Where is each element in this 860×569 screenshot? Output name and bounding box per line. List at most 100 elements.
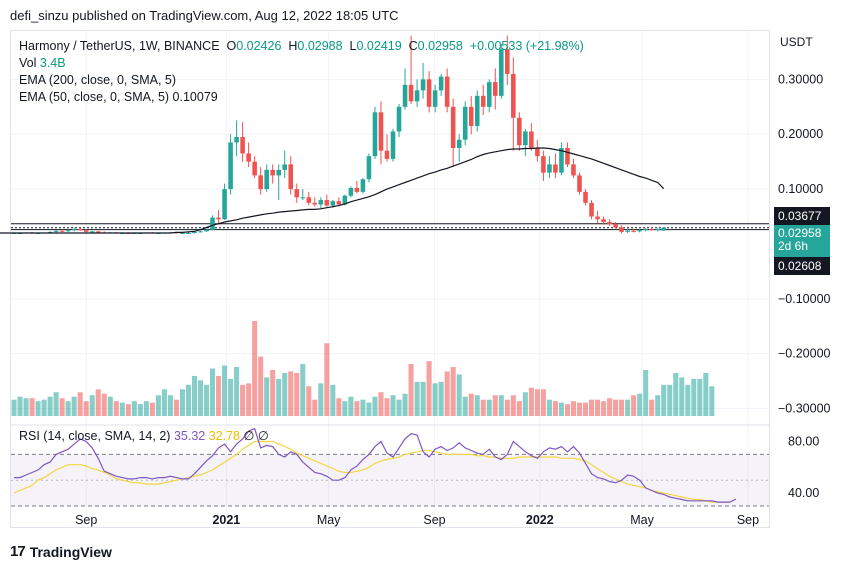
- candle-body: [264, 169, 269, 190]
- volume-bar: [582, 402, 589, 416]
- volume-bar: [11, 399, 17, 416]
- volume-bars: [11, 321, 715, 416]
- time-tick-label: May: [630, 513, 654, 527]
- candle-body: [420, 79, 426, 91]
- change-value: +0.00533 (+21.98%): [469, 39, 584, 53]
- volume-bar: [595, 399, 601, 416]
- volume-bar: [318, 383, 324, 416]
- volume-bar: [197, 380, 204, 416]
- candle-body: [541, 156, 546, 173]
- candle-body: [246, 153, 251, 162]
- volume-bar: [59, 398, 65, 416]
- volume-bar: [558, 402, 564, 416]
- volume-bar: [709, 386, 715, 416]
- candle-body: [637, 230, 642, 232]
- candle-body: [306, 197, 312, 203]
- rsi-value: 35.32: [173, 429, 206, 443]
- candle-body: [643, 229, 648, 231]
- volume-bar: [210, 368, 216, 416]
- candle-body: [505, 49, 510, 74]
- candle-body: [432, 90, 438, 107]
- rsi-line: [14, 427, 737, 503]
- rsi-legend: RSI (14, close, SMA, 14, 2) 35.32 32.78 …: [19, 428, 269, 443]
- candle-body: [390, 131, 396, 159]
- time-tick-label: May: [317, 513, 341, 527]
- candle-body: [661, 227, 667, 231]
- volume-bar: [252, 321, 258, 416]
- candle-body: [499, 49, 504, 96]
- candle-body: [571, 164, 576, 176]
- symbol-label: Harmony / TetherUS, 1W, BINANCE: [19, 39, 220, 53]
- footer: 17 TradingView: [10, 543, 112, 560]
- candle-body: [234, 136, 239, 143]
- open-label: O: [226, 39, 237, 53]
- candle-body: [288, 164, 294, 190]
- candle-body: [312, 202, 318, 205]
- ema50-label: EMA (50, close, 0, SMA, 5): [19, 90, 170, 104]
- low-label: L: [349, 39, 357, 53]
- candle-body: [318, 200, 324, 205]
- volume-bar: [258, 356, 264, 416]
- volume-bar: [462, 396, 468, 416]
- candle-body: [228, 142, 233, 190]
- close-value: 0.02958: [417, 39, 463, 53]
- volume-bar: [540, 389, 546, 416]
- volume-bar: [155, 395, 161, 416]
- volume-bar: [408, 364, 414, 416]
- price-tick-label: −0.30000: [778, 402, 831, 416]
- volume-bar: [282, 372, 288, 416]
- volume-bar: [179, 389, 185, 416]
- candle-body: [517, 117, 522, 146]
- candle-body: [192, 231, 197, 233]
- candle-body: [559, 147, 564, 173]
- candle-body: [378, 112, 384, 151]
- volume-bar: [637, 393, 643, 416]
- price-axis-unit: USDT: [780, 35, 813, 49]
- volume-bar: [77, 392, 83, 416]
- candle-body: [553, 164, 558, 173]
- volume-bar: [101, 393, 107, 416]
- volume-bar: [697, 378, 703, 416]
- volume-bar: [667, 384, 673, 416]
- price-tick-label: 0.10000: [778, 182, 823, 196]
- close-label: C: [408, 39, 418, 53]
- volume-bar: [589, 399, 595, 416]
- price-tag-current: 0.02958 2d 6h: [774, 225, 830, 257]
- price-tick-label: −0.20000: [778, 347, 831, 361]
- volume-bar: [119, 402, 125, 416]
- candle-body: [408, 84, 414, 102]
- candle-body: [198, 231, 203, 233]
- time-tick-label: 2022: [526, 513, 554, 527]
- candle-body: [89, 231, 95, 233]
- chart-frame[interactable]: [10, 30, 770, 528]
- high-value: 0.02988: [297, 39, 343, 53]
- volume-bar: [185, 384, 191, 416]
- volume-bar: [444, 371, 450, 416]
- candle-body: [252, 161, 257, 176]
- volume-bar: [390, 395, 396, 416]
- volume-bar: [312, 399, 318, 416]
- volume-bar: [378, 392, 384, 416]
- volume-bar: [294, 372, 300, 416]
- candles: [11, 35, 667, 235]
- volume-bar: [83, 401, 89, 416]
- volume-bar: [228, 378, 234, 416]
- candle-body: [282, 164, 288, 170]
- candle-body: [65, 230, 71, 232]
- candle-body: [396, 106, 402, 132]
- price-tick-label: −0.10000: [778, 292, 831, 306]
- volume-bar: [161, 389, 167, 416]
- volume-bar: [402, 393, 408, 416]
- volume-bar: [324, 343, 330, 416]
- time-tick-label: Sep: [737, 513, 759, 527]
- rsi-tick-label: 40.00: [788, 486, 819, 500]
- volume-label: Vol: [19, 56, 37, 70]
- volume-bar: [655, 395, 661, 416]
- candle-body: [607, 222, 612, 225]
- price-axis: 0.30000 0.20000 0.10000 −0.10000 −0.20000 −0.…: [778, 72, 831, 415]
- published-header: defi_sinzu published on TradingView.com,…: [10, 8, 399, 23]
- volume-bar: [661, 384, 667, 416]
- volume-bar: [432, 383, 438, 416]
- volume-bar: [528, 387, 534, 416]
